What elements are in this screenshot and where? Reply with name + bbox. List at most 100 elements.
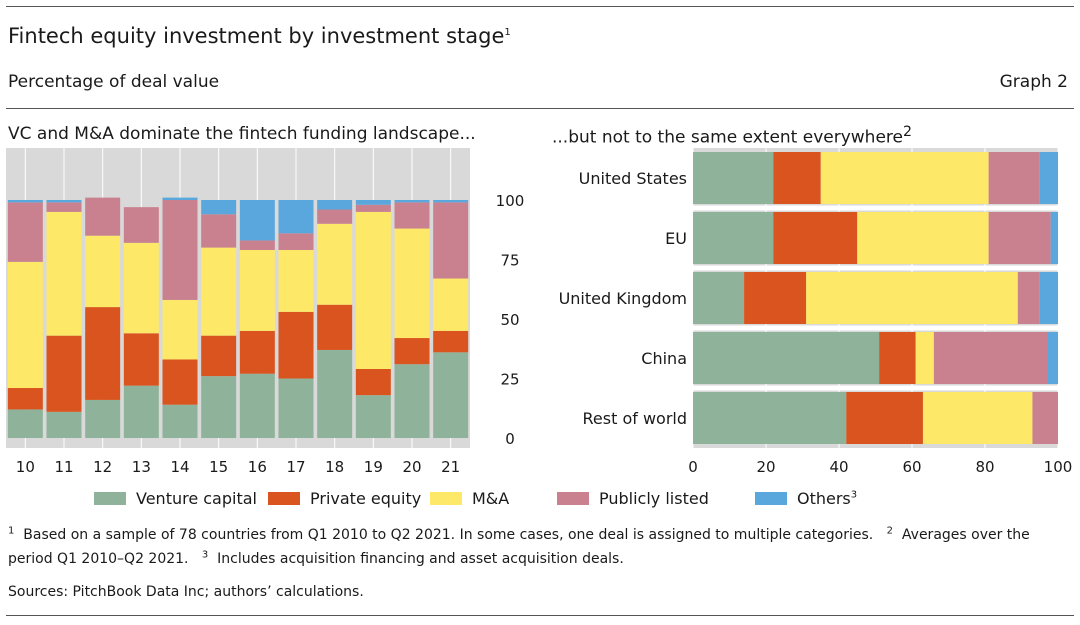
bar-others-united-kingdom [1039,272,1058,324]
bar-private-equity-13 [123,333,159,386]
footnote-1: Based on a sample of 78 countries from Q… [23,527,874,543]
x-tick-label-20: 20 [402,458,421,476]
bar-others-united-states [1039,152,1058,204]
bar-m-a-united-states [820,152,989,204]
footnote-3: Includes acquisition financing and asset… [217,551,624,567]
legend-item-private-equity: Private equity [268,484,421,512]
bar-publicly-listed-11 [46,202,82,212]
bar-others-14 [162,197,198,200]
y-category-label-rest-of-world: Rest of world [583,409,688,428]
chart-subtitle: Percentage of deal value [8,72,220,92]
bar-venture-capital-17 [278,378,314,438]
bar-publicly-listed-13 [123,207,159,243]
x-tick-label-60: 60 [902,458,921,476]
bar-publicly-listed-21 [433,202,469,279]
bar-private-equity-15 [201,335,237,377]
x-tick-label-12: 12 [93,458,112,476]
bar-m-a-united-kingdom [806,272,1018,324]
y-tick-label-25: 25 [500,371,519,389]
bar-m-a-china [915,332,934,384]
left-panel-title: VC and M&A dominate the fintech funding … [8,124,476,144]
legend-footnote-mark: 3 [850,489,858,501]
x-tick-label-19: 19 [364,458,383,476]
bar-others-11 [46,200,82,203]
top-rule [6,6,1074,7]
bar-publicly-listed-10 [7,202,43,262]
bar-publicly-listed-rest-of-world [1032,392,1058,444]
bar-m-a-21 [433,278,469,331]
x-tick-label-16: 16 [248,458,267,476]
legend-item-m-a: M&A [430,484,509,512]
bar-private-equity-16 [239,330,275,374]
bar-m-a-12 [85,235,121,308]
bar-others-eu [1050,212,1058,264]
bar-private-equity-12 [85,307,121,400]
legend-swatch [755,491,787,505]
x-tick-label-21: 21 [441,458,460,476]
right-panel-title: ...but not to the same extent everywhere… [552,124,913,148]
x-tick-label-0: 0 [688,458,698,476]
bar-private-equity-united-states [773,152,821,204]
bar-publicly-listed-20 [394,202,430,229]
footnotes: 1 Based on a sample of 78 countries from… [8,525,1030,567]
legend-label: Venture capital [136,488,257,508]
y-tick-label-50: 50 [500,311,519,329]
bar-publicly-listed-eu [988,212,1051,264]
bar-venture-capital-15 [201,376,237,438]
bar-private-equity-10 [7,388,43,410]
legend-swatch [94,491,126,505]
bar-venture-capital-china [693,332,880,384]
bar-publicly-listed-19 [355,204,391,212]
x-tick-label-11: 11 [54,458,73,476]
bar-others-20 [394,200,430,203]
x-tick-label-100: 100 [1044,458,1073,476]
bar-private-equity-11 [46,335,82,412]
graph-number: Graph 2 [999,72,1068,92]
title-footnote-mark: 1 [504,27,511,38]
x-tick-label-13: 13 [132,458,151,476]
y-tick-label-0: 0 [505,430,515,448]
bar-venture-capital-rest-of-world [693,392,847,444]
bar-venture-capital-10 [7,409,43,438]
chart-title: Fintech equity investment by investment … [8,24,511,48]
bar-venture-capital-21 [433,352,469,438]
bar-private-equity-eu [773,212,858,264]
bar-venture-capital-20 [394,364,430,438]
bar-private-equity-19 [355,368,391,396]
bar-private-equity-18 [317,304,353,350]
bottom-rule [6,615,1074,616]
bar-private-equity-21 [433,330,469,353]
plot-area [6,148,470,448]
y-category-label-china: China [641,349,687,368]
bar-m-a-10 [7,261,43,389]
bar-private-equity-china [879,332,916,384]
y-category-label-eu: EU [665,229,687,248]
bar-m-a-18 [317,223,353,305]
bar-venture-capital-united-kingdom [693,272,745,324]
bar-venture-capital-eu [693,212,774,264]
bar-m-a-20 [394,228,430,339]
bar-m-a-19 [355,211,391,369]
x-tick-label-17: 17 [286,458,305,476]
bar-m-a-14 [162,299,198,360]
bar-others-china [1047,332,1058,384]
x-tick-label-15: 15 [209,458,228,476]
y-tick-label-100: 100 [496,192,525,210]
bar-others-16 [239,200,275,241]
bar-others-19 [355,200,391,205]
legend: Venture capital Private equity M&A Publicly… [0,484,1080,512]
legend-label: M&A [472,488,510,508]
legend-swatch [268,491,300,505]
bar-venture-capital-united-states [693,152,774,204]
bar-m-a-17 [278,249,314,312]
bar-private-equity-united-kingdom [744,272,807,324]
sources: Sources: PitchBook Data Inc; authors’ ca… [8,584,364,600]
bar-venture-capital-19 [355,395,391,438]
bar-private-equity-20 [394,338,430,365]
bar-publicly-listed-17 [278,233,314,250]
bar-m-a-rest-of-world [922,392,1033,444]
legend-swatch [557,491,589,505]
y-category-label-united-kingdom: United Kingdom [559,289,687,308]
bar-venture-capital-18 [317,349,353,438]
x-tick-label-80: 80 [975,458,994,476]
